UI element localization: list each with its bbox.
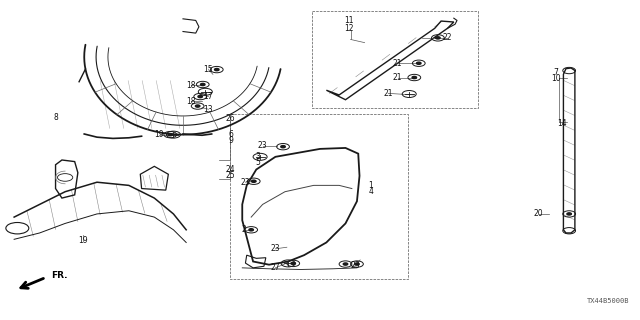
Text: 24: 24 <box>226 165 236 174</box>
Text: 11: 11 <box>344 16 353 25</box>
Text: 23: 23 <box>258 141 268 150</box>
Text: 21: 21 <box>393 73 403 82</box>
Text: 5: 5 <box>256 158 260 167</box>
Circle shape <box>249 229 253 231</box>
Text: 6: 6 <box>228 130 233 139</box>
Bar <box>312 11 478 108</box>
Circle shape <box>195 105 200 107</box>
Circle shape <box>343 263 348 265</box>
Text: 14: 14 <box>557 119 567 128</box>
Circle shape <box>355 263 359 265</box>
Circle shape <box>436 37 440 39</box>
Text: 10: 10 <box>551 74 561 83</box>
Text: 2: 2 <box>242 225 246 234</box>
Text: 19: 19 <box>155 130 164 139</box>
Text: 21: 21 <box>383 89 393 98</box>
Text: 19: 19 <box>78 236 88 245</box>
Circle shape <box>281 146 285 148</box>
Text: 23: 23 <box>271 244 280 253</box>
Text: 12: 12 <box>344 24 353 33</box>
Text: 4: 4 <box>369 187 373 196</box>
Circle shape <box>252 180 256 182</box>
Circle shape <box>417 62 421 64</box>
Text: 8: 8 <box>53 113 58 122</box>
Text: 15: 15 <box>204 65 213 74</box>
Text: 20: 20 <box>534 209 543 219</box>
Text: 13: 13 <box>204 105 213 114</box>
Text: FR.: FR. <box>51 271 68 280</box>
Text: 1: 1 <box>369 181 373 190</box>
Text: 21: 21 <box>393 59 403 68</box>
Circle shape <box>412 76 417 79</box>
Text: 18: 18 <box>186 81 196 90</box>
Circle shape <box>198 95 202 98</box>
Text: 22: 22 <box>443 33 452 42</box>
Text: 18: 18 <box>186 97 196 106</box>
Text: 23: 23 <box>350 261 360 270</box>
Text: 17: 17 <box>204 92 213 101</box>
Bar <box>230 114 408 279</box>
Text: 25: 25 <box>226 171 236 180</box>
Circle shape <box>291 262 296 265</box>
Text: 26: 26 <box>226 114 236 123</box>
Text: 3: 3 <box>256 152 260 161</box>
Circle shape <box>168 133 173 136</box>
Text: 23: 23 <box>241 178 250 187</box>
Text: 7: 7 <box>554 68 558 77</box>
Circle shape <box>567 213 572 215</box>
Circle shape <box>214 68 219 71</box>
Circle shape <box>200 84 205 86</box>
Text: 9: 9 <box>228 136 233 145</box>
Text: TX44B5000B: TX44B5000B <box>586 298 629 304</box>
Text: 27: 27 <box>271 263 280 272</box>
